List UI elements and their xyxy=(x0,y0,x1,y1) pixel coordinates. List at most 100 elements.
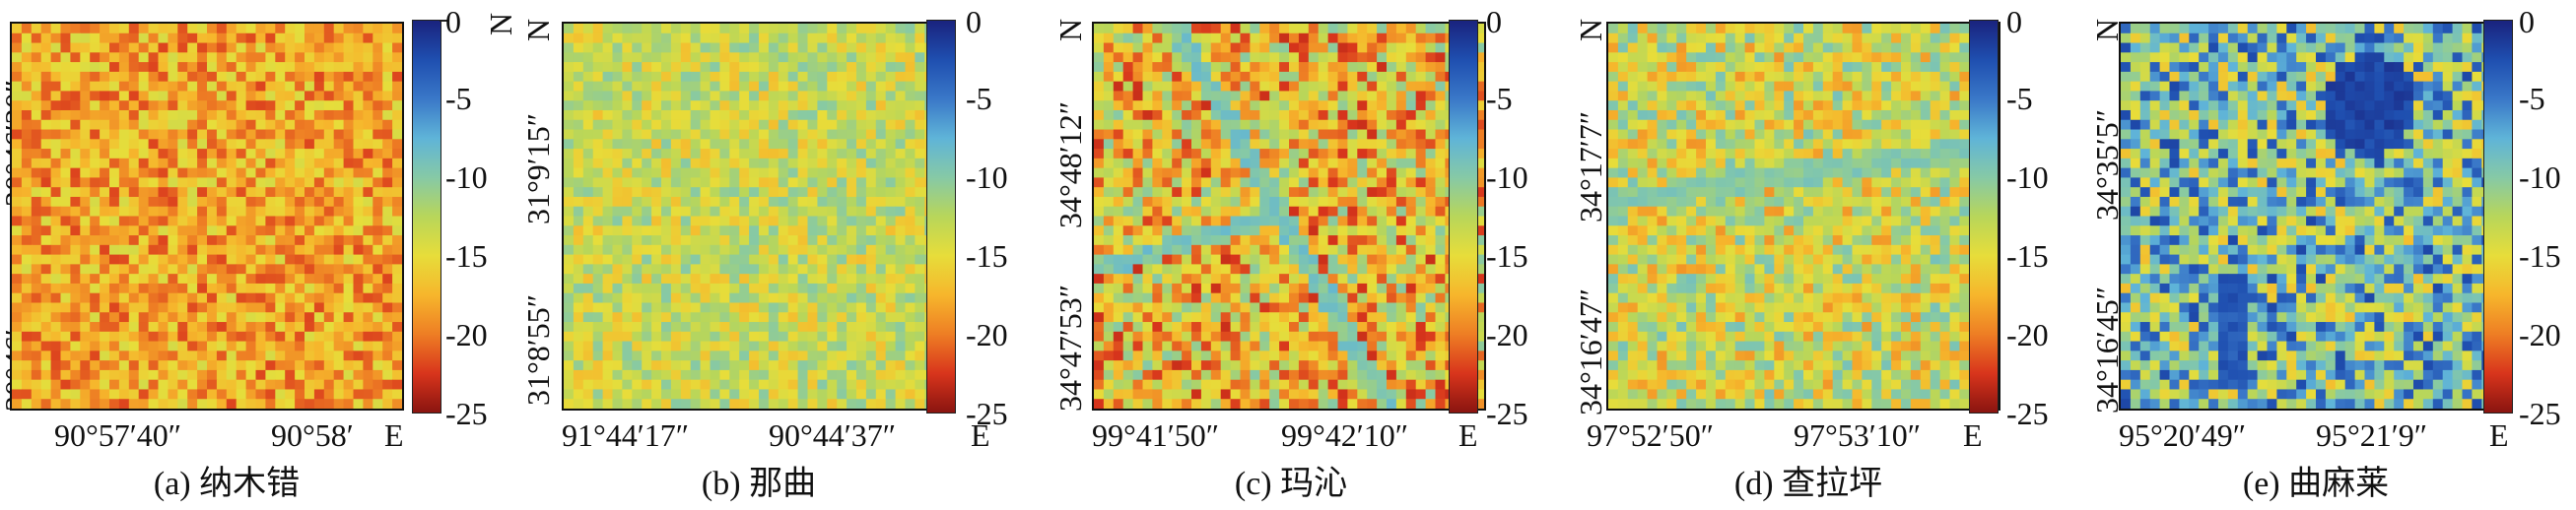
heatmap-cell xyxy=(197,216,208,226)
heatmap-cell xyxy=(1103,225,1115,236)
heatmap-cell xyxy=(573,24,584,34)
heatmap-cell xyxy=(158,149,169,159)
heatmap-cell xyxy=(285,369,296,381)
heatmap-cell xyxy=(719,196,730,208)
heatmap-cell xyxy=(875,283,887,294)
heatmap-cell xyxy=(226,196,237,208)
heatmap-cell xyxy=(622,254,633,265)
heatmap-cell xyxy=(1250,177,1260,188)
heatmap-cell xyxy=(1337,187,1348,198)
heatmap-cell xyxy=(1279,42,1290,53)
heatmap-cell xyxy=(236,149,247,159)
heatmap-cell xyxy=(245,264,257,275)
heatmap-cell xyxy=(749,167,760,179)
heatmap-cell xyxy=(1230,292,1242,304)
heatmap-cell xyxy=(148,206,160,218)
heatmap-cell xyxy=(739,24,750,34)
heatmap-cell xyxy=(768,109,780,121)
heatmap-cell xyxy=(1094,292,1105,304)
heatmap-cell xyxy=(80,42,91,53)
heatmap-cell xyxy=(1250,312,1260,323)
heatmap-cell xyxy=(128,379,140,391)
heatmap-cell xyxy=(305,379,315,391)
heatmap-cell xyxy=(710,24,720,34)
heatmap-cell xyxy=(895,312,907,323)
heatmap-cell xyxy=(837,52,847,63)
heatmap-cell xyxy=(353,109,364,121)
heatmap-cell xyxy=(1425,360,1437,371)
heatmap-cell xyxy=(768,351,780,361)
heatmap-cell xyxy=(1250,235,1260,246)
heatmap-cell xyxy=(573,177,584,188)
heatmap-cell xyxy=(1132,369,1144,381)
heatmap-cell xyxy=(226,91,237,101)
heatmap-cell xyxy=(70,274,81,285)
heatmap-cell xyxy=(1094,302,1105,313)
heatmap-cell xyxy=(856,274,867,285)
heatmap-cell xyxy=(392,24,402,34)
heatmap-cell xyxy=(373,119,383,131)
heatmap-cell xyxy=(700,274,712,285)
heatmap-cell xyxy=(1474,389,1484,400)
heatmap-cell xyxy=(1347,167,1358,179)
colorbar-tick-10: -10 xyxy=(445,159,488,195)
heatmap-d xyxy=(1606,22,2000,411)
heatmap-cell xyxy=(236,206,247,218)
heatmap-cell xyxy=(875,274,887,285)
heatmap-cell xyxy=(1415,32,1427,44)
heatmap-cell xyxy=(1387,322,1397,333)
heatmap-cell xyxy=(573,360,584,371)
heatmap-cell xyxy=(690,274,702,285)
heatmap-cell xyxy=(1357,225,1368,236)
heatmap-cell xyxy=(1230,100,1242,111)
heatmap-cell xyxy=(392,389,402,400)
heatmap-cell xyxy=(700,225,712,236)
heatmap-cell xyxy=(1200,167,1212,179)
heatmap-cell xyxy=(807,91,818,101)
heatmap-cell xyxy=(564,244,575,256)
heatmap-cell xyxy=(1259,283,1270,294)
heatmap-cell xyxy=(1784,42,1795,53)
heatmap-cell xyxy=(236,244,247,256)
heatmap-cell xyxy=(245,24,257,34)
heatmap-cell xyxy=(1250,379,1260,391)
heatmap-cell xyxy=(1415,302,1427,313)
heatmap-cell xyxy=(245,167,257,179)
colorbar-tick-25: -25 xyxy=(445,396,488,431)
heatmap-cell xyxy=(1308,62,1320,73)
heatmap-cell xyxy=(1289,351,1300,361)
heatmap-cell xyxy=(1901,32,1912,44)
heatmap-cell xyxy=(827,206,838,218)
heatmap-cell xyxy=(1474,341,1484,351)
north-label: N xyxy=(520,18,556,41)
heatmap-cell xyxy=(1289,52,1300,63)
heatmap-cell xyxy=(245,369,257,381)
heatmap-cell xyxy=(710,399,720,409)
heatmap-cell xyxy=(895,274,907,285)
heatmap-cell xyxy=(275,187,286,198)
heatmap-cell xyxy=(392,187,402,198)
heatmap-cell xyxy=(807,206,818,218)
heatmap-cell xyxy=(90,187,101,198)
heatmap-cell xyxy=(642,235,652,246)
heatmap-cell xyxy=(1240,149,1251,159)
heatmap-cell xyxy=(31,399,42,409)
heatmap-cell xyxy=(1132,322,1144,333)
heatmap-cell xyxy=(148,379,160,391)
heatmap-cell xyxy=(612,149,623,159)
heatmap-cell xyxy=(905,62,915,73)
heatmap-cell xyxy=(1395,360,1407,371)
heatmap-cell xyxy=(759,81,770,93)
heatmap-cell xyxy=(807,129,818,140)
heatmap-cell xyxy=(1435,264,1446,275)
heatmap-cell xyxy=(1220,341,1232,351)
heatmap-cell xyxy=(373,71,383,83)
heatmap-cell xyxy=(1250,254,1260,265)
heatmap-cell xyxy=(1435,351,1446,361)
heatmap-cell xyxy=(729,158,740,169)
heatmap-cell xyxy=(827,100,838,111)
heatmap-cell xyxy=(80,71,91,83)
heatmap-cell xyxy=(158,32,169,44)
heatmap-cell xyxy=(245,91,257,101)
heatmap-cell xyxy=(1435,177,1446,188)
